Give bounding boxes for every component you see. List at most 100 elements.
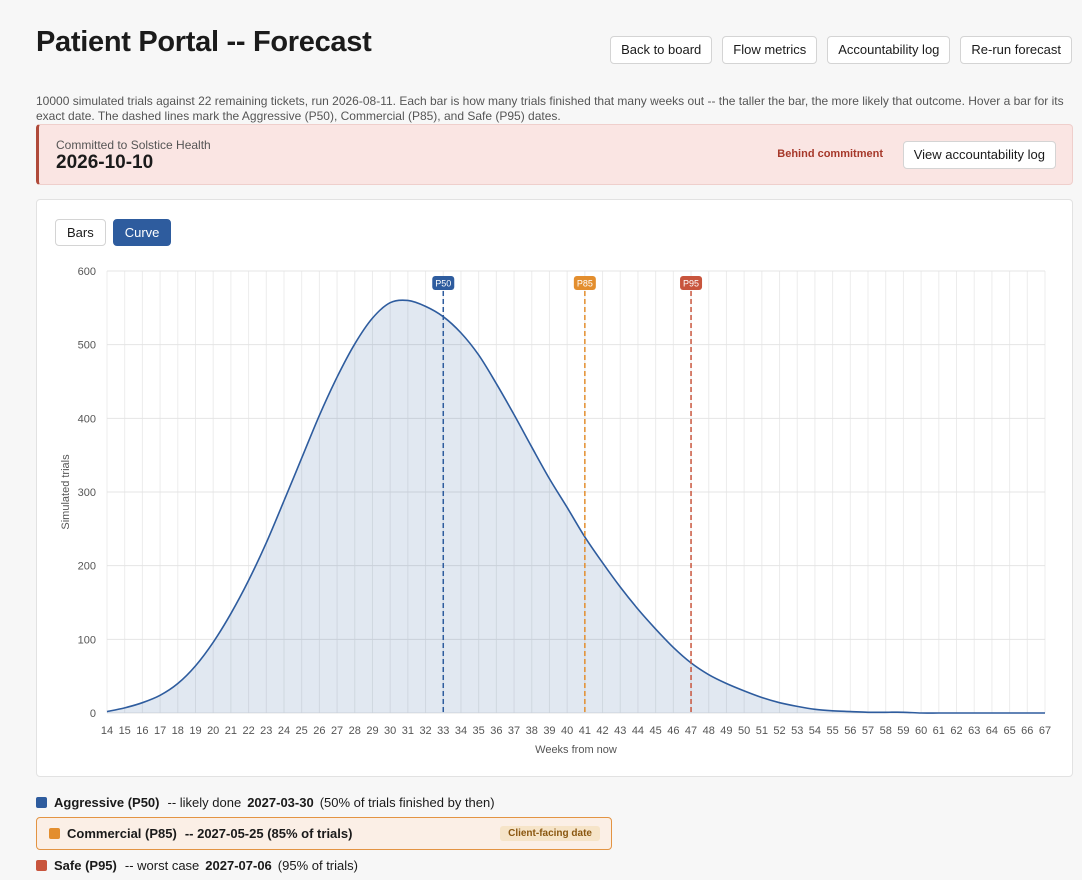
- x-tick-label: 52: [773, 725, 785, 737]
- aggressive-swatch: [36, 796, 47, 808]
- legend-safe-date: 2027-07-06: [205, 857, 272, 873]
- x-tick-label: 66: [1021, 725, 1033, 737]
- commitment-label: Committed to Solstice Health: [56, 138, 211, 152]
- x-tick-label: 57: [862, 725, 874, 737]
- x-tick-label: 23: [260, 725, 272, 737]
- percentile-legend: Aggressive (P50) -- likely done 2027-03-…: [36, 788, 636, 879]
- y-tick-label: 600: [78, 266, 96, 278]
- x-tick-label: 22: [242, 725, 254, 737]
- x-tick-label: 29: [366, 725, 378, 737]
- x-tick-label: 24: [278, 725, 290, 737]
- x-tick-label: 65: [1003, 725, 1015, 737]
- x-tick-label: 17: [154, 725, 166, 737]
- legend-aggressive-text: -- likely done: [167, 794, 242, 810]
- y-tick-label: 200: [78, 561, 96, 573]
- rerun-forecast-button[interactable]: Re-run forecast: [960, 36, 1072, 64]
- x-tick-label: 20: [207, 725, 219, 737]
- legend-commercial: Commercial (P85) -- 2027-05-25 (85% of t…: [36, 817, 612, 850]
- x-tick-label: 53: [791, 725, 803, 737]
- back-to-board-button[interactable]: Back to board: [610, 36, 713, 64]
- y-tick-label: 400: [78, 413, 96, 425]
- x-tick-label: 63: [968, 725, 980, 737]
- x-tick-label: 16: [136, 725, 148, 737]
- x-tick-label: 41: [579, 725, 591, 737]
- x-tick-label: 50: [738, 725, 750, 737]
- flow-metrics-button[interactable]: Flow metrics: [722, 36, 818, 64]
- x-tick-label: 19: [189, 725, 201, 737]
- legend-aggressive: Aggressive (P50) -- likely done 2027-03-…: [36, 788, 636, 816]
- x-tick-label: 40: [561, 725, 573, 737]
- legend-safe: Safe (P95) -- worst case 2027-07-06 (95%…: [36, 851, 636, 879]
- y-tick-label: 0: [90, 708, 96, 720]
- forecast-chart: 0 100 200 300 400 500 600 14 15 16 17 18 19 20 21 22 23 2…: [60, 266, 1051, 756]
- forecast-curve-line: [106, 299, 1045, 714]
- x-tick-label: 21: [225, 725, 237, 737]
- legend-safe-name: Safe (P95): [54, 857, 117, 873]
- forecast-description: 10000 simulated trials against 22 remain…: [36, 94, 1064, 123]
- x-tick-label: 26: [313, 725, 325, 737]
- curve-toggle-button[interactable]: Curve: [112, 219, 172, 246]
- header-actions: Back to board Flow metrics Accountabilit…: [610, 36, 1072, 64]
- x-tick-label: 33: [437, 725, 449, 737]
- x-tick-label: 30: [384, 725, 396, 737]
- x-tick-label: 34: [455, 725, 467, 737]
- x-tick-label: 15: [119, 725, 131, 737]
- view-accountability-log-button[interactable]: View accountability log: [902, 141, 1056, 169]
- x-tick-label: 48: [703, 725, 715, 737]
- accountability-log-button[interactable]: Accountability log: [827, 36, 951, 64]
- legend-aggressive-name: Aggressive (P50): [54, 794, 160, 810]
- safe-swatch: [36, 859, 47, 871]
- x-tick-label: 14: [101, 725, 113, 737]
- x-tick-label: 25: [296, 725, 308, 737]
- p95-marker-badge: [680, 276, 703, 290]
- commitment-status-badge: Behind commitment: [777, 148, 883, 160]
- x-tick-label: 46: [667, 725, 679, 737]
- x-tick-label: 27: [331, 725, 343, 737]
- x-tick-label: 35: [473, 725, 485, 737]
- p85-marker-label: P85: [577, 279, 593, 289]
- bars-toggle-button[interactable]: Bars: [55, 219, 106, 246]
- x-tick-label: 31: [402, 725, 414, 737]
- x-tick-label: 39: [543, 725, 555, 737]
- client-facing-badge: Client-facing date: [500, 826, 600, 841]
- x-tick-label: 38: [526, 725, 538, 737]
- commitment-banner: Committed to Solstice Health 2026-10-10 …: [36, 124, 1073, 185]
- page-title: Patient Portal -- Forecast: [36, 26, 372, 58]
- x-tick-label: 44: [632, 725, 644, 737]
- x-tick-label: 62: [950, 725, 962, 737]
- x-tick-label: 67: [1039, 725, 1051, 737]
- x-tick-label: 32: [419, 725, 431, 737]
- view-toggle: Bars Curve: [55, 219, 172, 246]
- x-tick-label: 45: [650, 725, 662, 737]
- legend-safe-note: (95% of trials): [277, 857, 358, 873]
- commercial-swatch: [49, 828, 60, 839]
- x-tick-label: 18: [172, 725, 184, 737]
- x-tick-label: 56: [844, 725, 856, 737]
- legend-safe-text: -- worst case: [124, 857, 200, 873]
- x-tick-label: 37: [508, 725, 520, 737]
- p95-marker-label: P95: [683, 279, 699, 289]
- legend-commercial-name: Commercial (P85): [67, 826, 177, 841]
- x-axis-label: Weeks from now: [535, 744, 617, 756]
- p50-marker-badge: [432, 276, 455, 290]
- x-tick-label: 49: [720, 725, 732, 737]
- x-tick-label: 64: [986, 725, 998, 737]
- x-tick-label: 58: [880, 725, 892, 737]
- x-tick-label: 54: [809, 725, 821, 737]
- x-tick-label: 28: [349, 725, 361, 737]
- x-tick-label: 43: [614, 725, 626, 737]
- y-tick-label: 500: [78, 340, 96, 352]
- p50-marker-label: P50: [435, 279, 451, 289]
- x-tick-label: 36: [490, 725, 502, 737]
- y-axis-label: Simulated trials: [60, 454, 72, 530]
- x-tick-label: 61: [933, 725, 945, 737]
- x-tick-label: 60: [915, 725, 927, 737]
- x-tick-label: 55: [826, 725, 838, 737]
- legend-commercial-text: -- 2027-05-25 (85% of trials): [184, 826, 353, 841]
- x-tick-label: 51: [756, 725, 768, 737]
- y-tick-label: 300: [78, 487, 96, 499]
- x-tick-label: 59: [897, 725, 909, 737]
- forecast-area-fill: [107, 300, 1045, 714]
- y-tick-label: 100: [78, 634, 96, 646]
- x-tick-label: 47: [685, 725, 697, 737]
